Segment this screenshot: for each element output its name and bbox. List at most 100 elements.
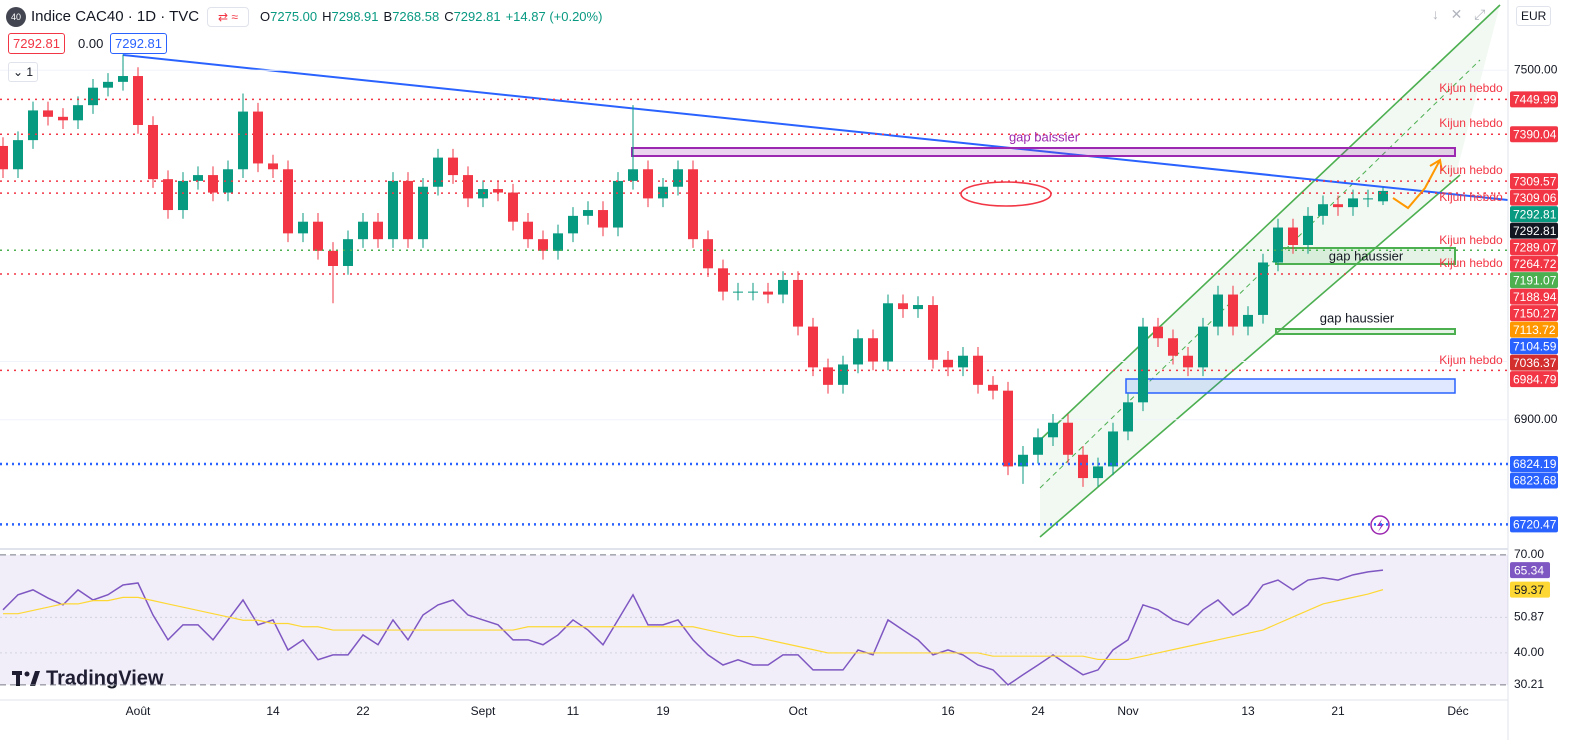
price-tag-label: 7309.06 bbox=[1513, 191, 1557, 205]
price-tag bbox=[1510, 126, 1558, 143]
candle-body bbox=[1258, 262, 1268, 315]
candle-body bbox=[598, 210, 608, 228]
candle-body bbox=[58, 116, 68, 121]
x-tick-label: Sept bbox=[471, 704, 496, 718]
price-tag-label: 6823.68 bbox=[1513, 474, 1557, 488]
price-tag bbox=[1510, 173, 1558, 190]
candle-body bbox=[1003, 390, 1013, 467]
price-tag-label: 7150.27 bbox=[1513, 306, 1557, 320]
x-tick-label: Nov bbox=[1117, 704, 1138, 718]
price-tag bbox=[1510, 472, 1558, 489]
gap-box bbox=[631, 147, 1456, 157]
value-tag-label: 65.34 bbox=[1514, 563, 1544, 577]
price-tag bbox=[1510, 321, 1558, 338]
x-tick-label: 16 bbox=[941, 704, 955, 718]
candle-body bbox=[703, 239, 713, 269]
price-tag bbox=[1510, 222, 1558, 239]
currency-button[interactable]: EUR bbox=[1516, 6, 1552, 26]
price-tag bbox=[1510, 516, 1558, 533]
candle-body bbox=[1378, 190, 1388, 202]
rsi-line bbox=[3, 589, 1384, 661]
candle-body bbox=[43, 110, 53, 117]
y-tick-label: 70.00 bbox=[1514, 547, 1544, 561]
candle-body bbox=[988, 384, 998, 391]
candle-body bbox=[148, 124, 158, 180]
x-tick-label: 13 bbox=[1241, 704, 1255, 718]
y-tick-label: 40.00 bbox=[1514, 645, 1544, 659]
x-tick-label: 11 bbox=[567, 704, 580, 718]
price-tag bbox=[1510, 206, 1558, 223]
candle-body bbox=[838, 364, 848, 385]
sell-price[interactable]: 7292.81 bbox=[8, 33, 65, 54]
price-tag bbox=[1510, 354, 1558, 371]
candle-body bbox=[1213, 294, 1223, 327]
annotation: Kijun hebdo bbox=[1439, 353, 1503, 367]
trendline bbox=[122, 54, 1509, 201]
ohlc-label: C bbox=[444, 9, 454, 24]
ohlc-label: H bbox=[322, 9, 332, 24]
price-tag bbox=[1510, 371, 1558, 388]
candle-body bbox=[88, 87, 98, 106]
candle-body bbox=[943, 359, 953, 368]
price-tag bbox=[1510, 255, 1558, 272]
annotation: Kijun hebdo bbox=[1439, 163, 1503, 177]
candle-body bbox=[913, 305, 923, 310]
candle-body bbox=[568, 215, 578, 234]
annotation: Kijun hebdo bbox=[1439, 233, 1503, 247]
candle-body bbox=[793, 279, 803, 327]
compare-button[interactable]: ⇄ ≈ bbox=[207, 7, 249, 27]
price-tag-label: 7390.04 bbox=[1513, 127, 1557, 141]
x-tick-label: 14 bbox=[266, 704, 280, 718]
zone-box bbox=[1125, 378, 1456, 394]
y-tick-label: 7500.00 bbox=[1514, 62, 1558, 76]
value-tag bbox=[1510, 562, 1550, 579]
y-tick-label: 30.21 bbox=[1514, 677, 1544, 691]
candle-body bbox=[928, 305, 938, 360]
symbol-badge: 40 bbox=[6, 7, 26, 27]
candle-body bbox=[0, 145, 8, 170]
price-tag bbox=[1510, 272, 1558, 289]
price-tag-label: 7113.72 bbox=[1513, 323, 1556, 337]
price-tag bbox=[1510, 189, 1558, 206]
x-tick-label: 24 bbox=[1031, 704, 1045, 718]
candle-body bbox=[103, 81, 113, 88]
price-tag-label: 7292.81 bbox=[1513, 207, 1557, 221]
candle-body bbox=[1018, 454, 1028, 467]
candle-body bbox=[1333, 204, 1343, 208]
candle-body bbox=[628, 169, 638, 181]
candle-body bbox=[1123, 402, 1133, 432]
candle-body bbox=[193, 175, 203, 181]
projection-arrow bbox=[1392, 159, 1441, 210]
candle-body bbox=[463, 175, 473, 199]
candle-body bbox=[1153, 326, 1163, 339]
price-tag bbox=[1510, 455, 1558, 472]
price-tag bbox=[1510, 239, 1558, 256]
candle-body bbox=[178, 180, 188, 211]
candle-body bbox=[283, 169, 293, 234]
x-tick-label: Déc bbox=[1447, 704, 1468, 718]
annotation: Kijun hebdo bbox=[1439, 190, 1503, 204]
candle-body bbox=[808, 326, 818, 368]
candle-body bbox=[298, 221, 308, 234]
highlight-ellipse bbox=[960, 181, 1052, 207]
spread: 0.00 bbox=[78, 36, 104, 51]
interval-toggle[interactable]: ⌄ 1 bbox=[8, 62, 39, 82]
ohlc-value: 7292.81 bbox=[453, 9, 501, 24]
candle-body bbox=[688, 169, 698, 240]
candle-body bbox=[958, 355, 968, 368]
ohlc-values: O7275.00 H7298.91 B7268.58 C7292.81 +14.87 (… bbox=[260, 9, 602, 24]
toolbar-icons[interactable]: ↓ ✕ ⤢ bbox=[1432, 6, 1486, 22]
rsi-line bbox=[2, 569, 1384, 686]
candle-body bbox=[268, 163, 278, 170]
candle-body bbox=[1093, 466, 1103, 479]
candle-body bbox=[718, 268, 728, 292]
candle-body bbox=[748, 291, 758, 293]
candle-body bbox=[778, 279, 788, 295]
candle-body bbox=[223, 169, 233, 193]
price-tag-label: 7188.94 bbox=[1513, 290, 1557, 304]
buy-price[interactable]: 7292.81 bbox=[110, 33, 167, 54]
candle-body bbox=[1273, 227, 1283, 263]
symbol-title[interactable]: Indice CAC40 · 1D · TVC bbox=[31, 8, 200, 25]
price-tag-label: 7449.99 bbox=[1513, 93, 1557, 107]
